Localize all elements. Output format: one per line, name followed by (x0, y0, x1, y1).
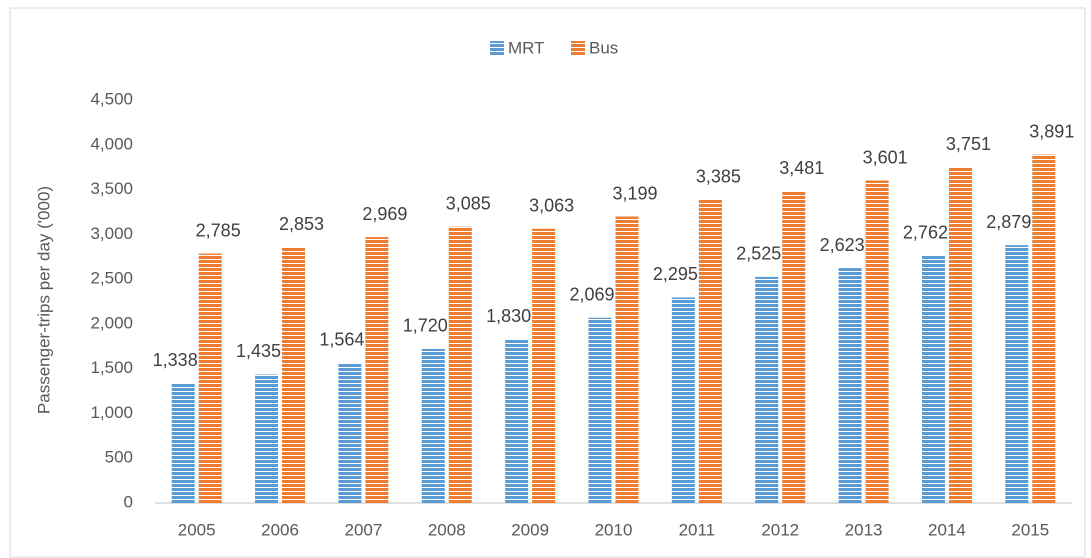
bar (948, 167, 972, 503)
data-label: 3,385 (696, 167, 741, 187)
y-tick-label: 3,000 (90, 224, 133, 243)
legend-swatch (490, 41, 504, 55)
x-tick-label: 2012 (761, 520, 799, 539)
data-label: 3,481 (779, 158, 824, 178)
data-label: 2,762 (903, 222, 948, 242)
data-label: 2,623 (820, 235, 865, 255)
data-label: 2,785 (196, 220, 241, 240)
bar (588, 317, 612, 503)
data-label: 2,069 (569, 284, 614, 304)
bar (421, 348, 445, 503)
x-tick-label: 2007 (344, 520, 382, 539)
bar (921, 255, 945, 503)
x-tick-label: 2009 (511, 520, 549, 539)
x-tick-label: 2008 (428, 520, 466, 539)
data-label: 1,338 (153, 350, 198, 370)
bar (448, 226, 472, 503)
legend-swatch (571, 41, 585, 55)
bar (505, 339, 529, 503)
data-label: 3,751 (946, 134, 991, 154)
y-tick-label: 4,000 (90, 134, 133, 153)
data-label: 1,830 (486, 306, 531, 326)
bar (838, 268, 862, 503)
x-tick-label: 2011 (679, 520, 716, 539)
x-tick-label: 2005 (178, 520, 216, 539)
x-tick-label: 2014 (928, 520, 966, 539)
y-tick-label: 4,500 (90, 89, 133, 108)
bar (255, 374, 279, 503)
data-label: 2,853 (279, 214, 324, 234)
legend-label: MRT (508, 38, 545, 57)
y-tick-label: 1,000 (90, 403, 133, 422)
bar (365, 237, 389, 503)
y-tick-label: 2,000 (90, 313, 133, 332)
bar (865, 180, 889, 503)
bar (282, 247, 306, 503)
data-label: 2,879 (986, 212, 1031, 232)
data-label: 3,085 (446, 193, 491, 213)
x-tick-label: 2010 (595, 520, 633, 539)
x-tick-label: 2013 (845, 520, 883, 539)
y-tick-label: 1,500 (90, 358, 133, 377)
data-label: 1,435 (236, 341, 281, 361)
y-tick-label: 3,500 (90, 179, 133, 198)
data-label: 1,564 (319, 330, 364, 350)
data-label: 3,063 (529, 195, 574, 215)
x-tick-label: 2006 (261, 520, 299, 539)
y-tick-label: 2,500 (90, 269, 133, 288)
data-label: 3,601 (863, 147, 908, 167)
bar (532, 228, 556, 503)
bar (1005, 245, 1029, 503)
bar (782, 191, 806, 503)
data-label: 2,525 (736, 244, 781, 264)
bar (698, 199, 722, 504)
data-label: 2,295 (653, 264, 698, 284)
legend-label: Bus (589, 38, 618, 57)
data-label: 3,199 (612, 183, 657, 203)
data-label: 3,891 (1029, 121, 1074, 141)
y-tick-label: 500 (105, 448, 133, 467)
bar (671, 297, 695, 503)
bar (615, 216, 639, 503)
data-label: 1,720 (403, 316, 448, 336)
bar (338, 362, 362, 503)
bar (1032, 154, 1056, 503)
bar (171, 383, 195, 503)
bar (755, 276, 779, 503)
bar (198, 253, 222, 503)
data-label: 2,969 (362, 204, 407, 224)
x-tick-label: 2015 (1011, 520, 1049, 539)
y-axis-title: Passenger-trips per day ('000) (34, 186, 53, 414)
y-tick-label: 0 (124, 492, 133, 511)
